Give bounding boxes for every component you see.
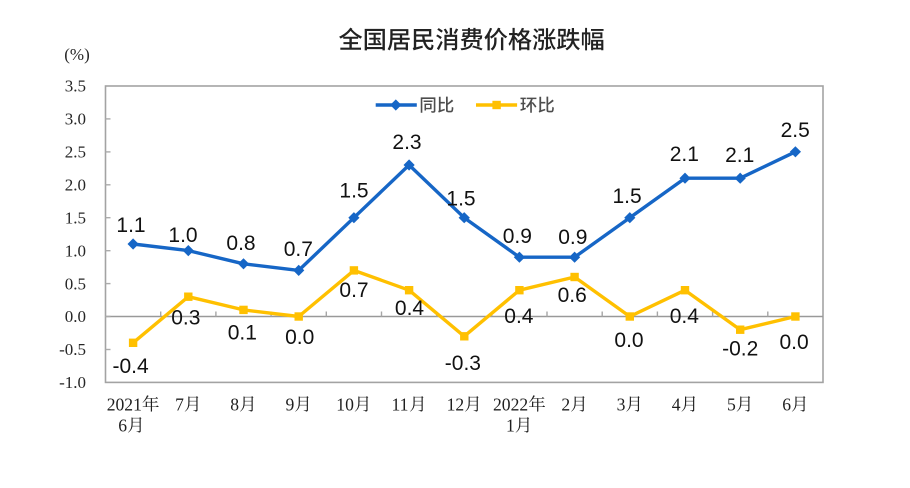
svg-text:0.4: 0.4 [395, 297, 425, 320]
svg-text:10: 10 [336, 394, 354, 414]
svg-text:4: 4 [672, 394, 681, 414]
svg-text:0.5: 0.5 [65, 274, 86, 293]
svg-text:1.5: 1.5 [612, 185, 641, 208]
svg-text:7: 7 [175, 394, 184, 414]
svg-text:1.5: 1.5 [65, 208, 86, 227]
svg-text:-0.3: -0.3 [445, 352, 481, 375]
svg-text:0.1: 0.1 [228, 321, 257, 344]
svg-text:2.5: 2.5 [65, 143, 86, 162]
svg-text:2.1: 2.1 [725, 144, 754, 167]
svg-text:0.7: 0.7 [339, 279, 368, 302]
svg-text:2022: 2022 [493, 394, 528, 414]
svg-text:8: 8 [230, 394, 239, 414]
svg-text:-1.0: -1.0 [59, 373, 86, 392]
svg-text:0.9: 0.9 [503, 225, 532, 248]
svg-text:6: 6 [782, 394, 791, 414]
svg-text:3.0: 3.0 [65, 110, 86, 129]
svg-text:0.0: 0.0 [779, 331, 808, 354]
svg-text:0.7: 0.7 [284, 238, 313, 261]
svg-text:9: 9 [286, 394, 295, 414]
svg-text:0.4: 0.4 [504, 305, 534, 328]
svg-text:1: 1 [506, 415, 515, 435]
svg-text:1.1: 1.1 [116, 214, 145, 237]
svg-text:11: 11 [392, 394, 409, 414]
svg-text:0.8: 0.8 [226, 232, 255, 255]
svg-text:2.5: 2.5 [781, 119, 810, 142]
svg-text:-0.4: -0.4 [113, 355, 150, 378]
svg-text:1.5: 1.5 [339, 179, 368, 202]
svg-text:0.6: 0.6 [558, 284, 587, 307]
svg-text:1.0: 1.0 [65, 241, 86, 260]
svg-text:2.3: 2.3 [392, 131, 421, 154]
svg-text:0.0: 0.0 [65, 307, 86, 326]
svg-text:-0.5: -0.5 [59, 340, 86, 359]
svg-text:3: 3 [617, 394, 626, 414]
svg-text:-0.2: -0.2 [722, 338, 758, 361]
svg-text:0.0: 0.0 [285, 326, 314, 349]
svg-text:6: 6 [118, 415, 127, 435]
svg-text:0.3: 0.3 [171, 307, 200, 330]
svg-text:0.4: 0.4 [670, 305, 700, 328]
svg-text:(%): (%) [64, 45, 89, 64]
svg-text:0.9: 0.9 [558, 226, 587, 249]
svg-text:2: 2 [561, 394, 570, 414]
svg-text:2.1: 2.1 [670, 143, 699, 166]
svg-text:12: 12 [447, 394, 465, 414]
svg-text:3.5: 3.5 [65, 77, 86, 96]
svg-text:2.0: 2.0 [65, 176, 86, 195]
svg-text:1.5: 1.5 [446, 188, 475, 211]
svg-text:2021: 2021 [107, 394, 142, 414]
svg-text:1.0: 1.0 [168, 224, 197, 247]
svg-text:5: 5 [727, 394, 736, 414]
svg-text:0.0: 0.0 [614, 329, 643, 352]
